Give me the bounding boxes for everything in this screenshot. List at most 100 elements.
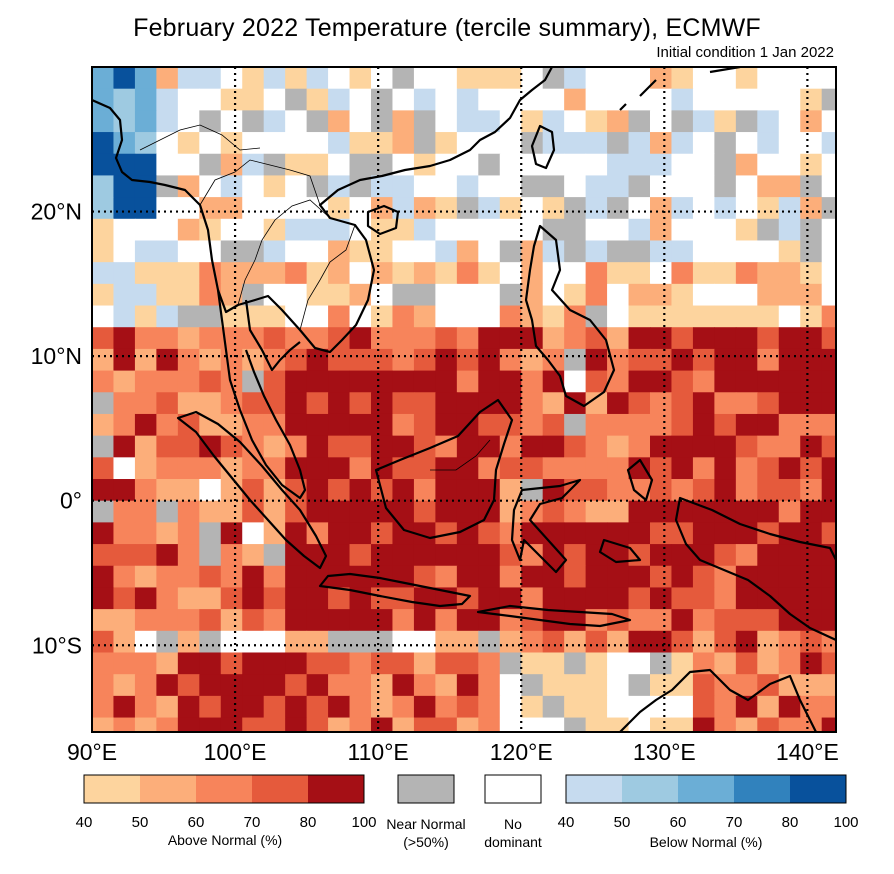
probability-cell bbox=[113, 262, 136, 285]
probability-cell bbox=[521, 370, 544, 393]
probability-cell bbox=[177, 67, 200, 90]
probability-cell bbox=[306, 392, 329, 415]
probability-cell bbox=[92, 695, 114, 719]
probability-cell bbox=[349, 88, 372, 111]
probability-cell bbox=[692, 348, 715, 372]
probability-cell bbox=[199, 67, 222, 90]
probability-cell bbox=[199, 609, 222, 632]
probability-cell bbox=[371, 435, 393, 458]
probability-cell bbox=[650, 153, 672, 176]
probability-cell bbox=[306, 652, 329, 675]
probability-cell bbox=[349, 132, 372, 155]
probability-cell bbox=[800, 652, 823, 675]
probability-cell bbox=[134, 652, 157, 675]
probability-cell bbox=[521, 392, 544, 415]
probability-cell bbox=[413, 370, 436, 393]
probability-cell bbox=[134, 695, 157, 719]
below-tick-5: 100 bbox=[833, 814, 859, 831]
probability-cell bbox=[177, 565, 200, 588]
probability-cell bbox=[714, 197, 737, 220]
probability-cell bbox=[821, 305, 836, 328]
probability-cell bbox=[607, 262, 630, 285]
probability-cell bbox=[435, 197, 458, 220]
probability-cell bbox=[757, 327, 780, 350]
probability-cell bbox=[328, 348, 351, 372]
probability-cell bbox=[113, 67, 136, 90]
probability-cell bbox=[585, 240, 608, 263]
probability-cell bbox=[607, 500, 630, 523]
probability-cell bbox=[692, 197, 715, 220]
probability-cell bbox=[650, 652, 672, 675]
probability-cell bbox=[220, 652, 243, 675]
probability-cell bbox=[92, 262, 114, 285]
probability-cell bbox=[478, 110, 501, 133]
probability-cell bbox=[714, 652, 737, 675]
probability-cell bbox=[92, 717, 114, 732]
probability-cell bbox=[306, 110, 329, 133]
probability-cell bbox=[735, 305, 758, 328]
probability-cell bbox=[607, 305, 630, 328]
probability-cell bbox=[478, 262, 501, 285]
probability-cell bbox=[263, 695, 286, 719]
probability-cell bbox=[328, 327, 351, 350]
probability-cell bbox=[714, 262, 737, 285]
probability-cell bbox=[778, 717, 801, 732]
probability-cell bbox=[413, 457, 436, 480]
probability-cell bbox=[328, 630, 351, 653]
probability-cell bbox=[542, 695, 565, 719]
probability-cell bbox=[413, 565, 436, 588]
probability-cell bbox=[242, 197, 265, 220]
probability-cell bbox=[714, 565, 737, 588]
probability-cell bbox=[349, 630, 372, 653]
probability-cell bbox=[478, 652, 501, 675]
probability-cell bbox=[499, 305, 522, 328]
probability-cell bbox=[821, 500, 836, 523]
probability-cell bbox=[371, 717, 393, 732]
probability-cell bbox=[113, 413, 136, 437]
probability-cell bbox=[285, 283, 308, 307]
probability-cell bbox=[714, 370, 737, 393]
probability-cell bbox=[456, 348, 479, 372]
probability-cell bbox=[392, 630, 415, 653]
probability-cell bbox=[328, 695, 351, 719]
probability-cell bbox=[328, 457, 351, 480]
probability-cell bbox=[757, 544, 780, 567]
probability-cell bbox=[242, 283, 265, 307]
probability-cell bbox=[499, 500, 522, 523]
probability-cell bbox=[542, 283, 565, 307]
probability-cell bbox=[692, 305, 715, 328]
probability-cell bbox=[692, 132, 715, 155]
probability-cell bbox=[242, 305, 265, 328]
coast-gulf-thailand bbox=[244, 299, 301, 372]
probability-cell bbox=[306, 175, 329, 198]
probability-cell bbox=[435, 609, 458, 632]
probability-cell bbox=[435, 435, 458, 458]
probability-cell bbox=[564, 500, 587, 523]
probability-cell bbox=[585, 457, 608, 480]
probability-cell bbox=[413, 327, 436, 350]
probability-cell bbox=[392, 370, 415, 393]
probability-cell bbox=[156, 695, 179, 719]
probability-cell bbox=[757, 262, 780, 285]
probability-cell bbox=[800, 283, 823, 307]
coast-sumatra bbox=[176, 410, 328, 570]
probability-cell bbox=[392, 674, 415, 697]
probability-cell bbox=[263, 544, 286, 567]
probability-cell bbox=[392, 587, 415, 610]
probability-cell bbox=[113, 457, 136, 480]
probability-cell bbox=[521, 283, 544, 307]
legend-near-label-2: (>50%) bbox=[403, 834, 449, 850]
probability-cell bbox=[177, 132, 200, 155]
probability-cell bbox=[199, 413, 222, 437]
probability-cell bbox=[134, 392, 157, 415]
probability-cell bbox=[242, 674, 265, 697]
probability-cell bbox=[177, 370, 200, 393]
probability-cell bbox=[671, 630, 694, 653]
probability-cell bbox=[349, 110, 372, 133]
probability-cell bbox=[349, 348, 372, 372]
probability-cell bbox=[134, 348, 157, 372]
probability-cell bbox=[521, 674, 544, 697]
probability-cell bbox=[757, 479, 780, 502]
probability-cell bbox=[628, 218, 651, 241]
probability-cell bbox=[156, 240, 179, 263]
